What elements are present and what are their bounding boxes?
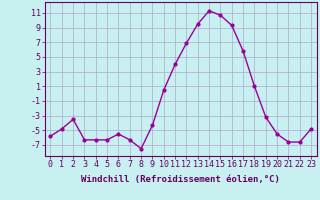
X-axis label: Windchill (Refroidissement éolien,°C): Windchill (Refroidissement éolien,°C) xyxy=(81,175,280,184)
